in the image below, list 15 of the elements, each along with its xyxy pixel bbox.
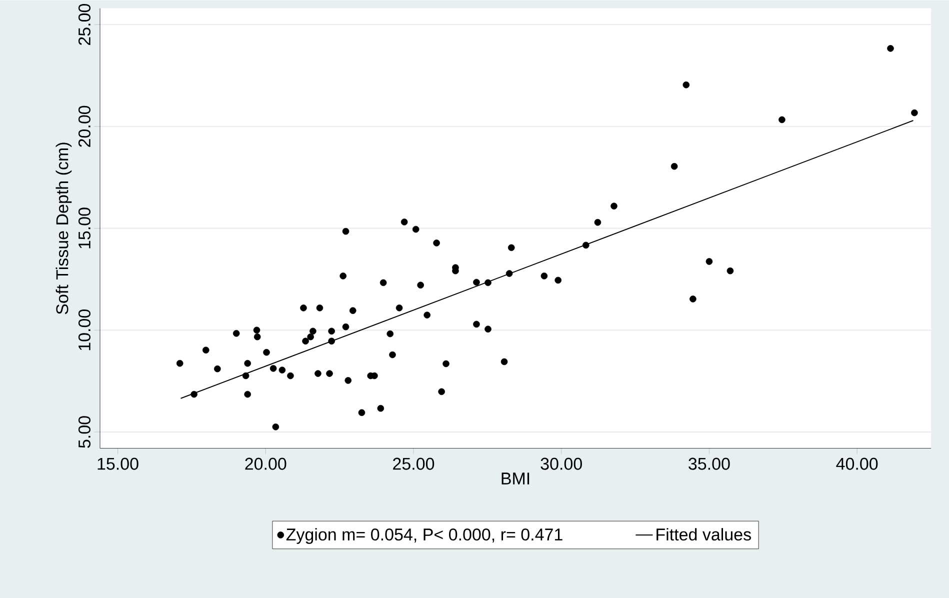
x-tick-label: 15.00 <box>98 458 138 470</box>
y-tick-label: 10.00 <box>78 309 90 350</box>
y-tick-label: 25.00 <box>78 4 90 45</box>
x-tick-label: 30.00 <box>540 458 582 470</box>
y-tick-label: 15.00 <box>78 208 90 248</box>
y-axis-title: Soft Tissue Depth (cm) <box>56 142 72 314</box>
y-tick-label: 5.00 <box>78 416 90 448</box>
y-tick-label: 20.00 <box>78 106 90 147</box>
x-tick-label: 25.00 <box>393 458 434 470</box>
x-tick-label: 20.00 <box>245 458 286 470</box>
x-tick-label: 35.00 <box>688 458 730 470</box>
x-tick-label: 40.00 <box>836 458 878 470</box>
x-axis-title: BMI <box>502 472 530 484</box>
legend-label: Fitted values <box>656 528 751 540</box>
legend-label: Zygion m= 0.054, P< 0.000, r= 0.471 <box>286 528 562 544</box>
